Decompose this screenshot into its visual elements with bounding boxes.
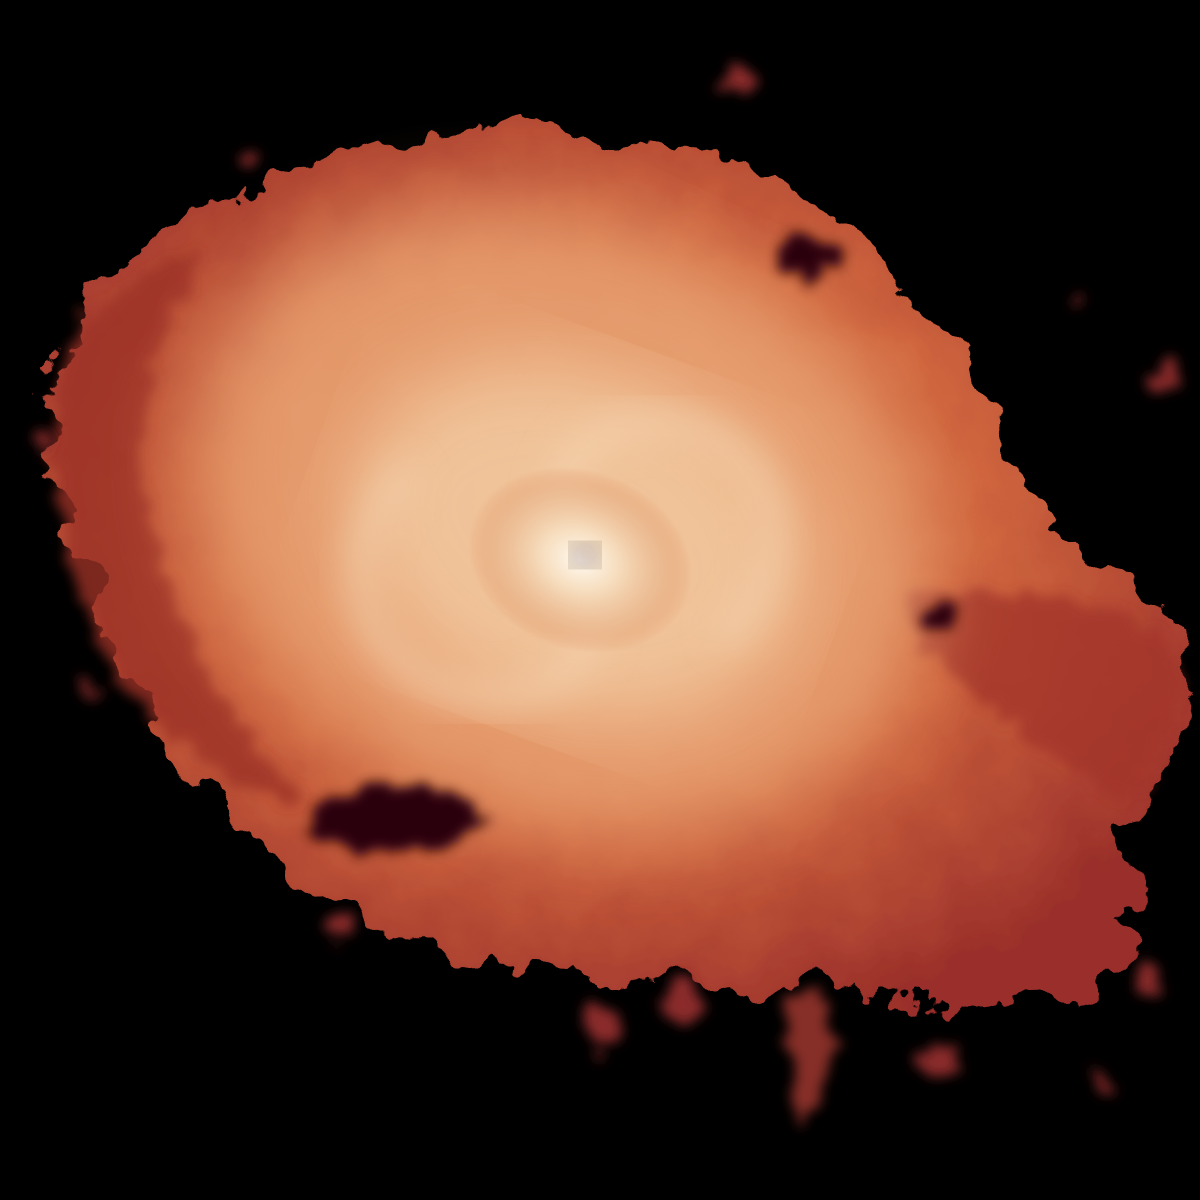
- core-eye-icon: [571, 543, 599, 567]
- outer-rim: [53, 250, 1178, 1130]
- debris-fragments: [30, 66, 1181, 1090]
- dark-lanes: [310, 235, 958, 852]
